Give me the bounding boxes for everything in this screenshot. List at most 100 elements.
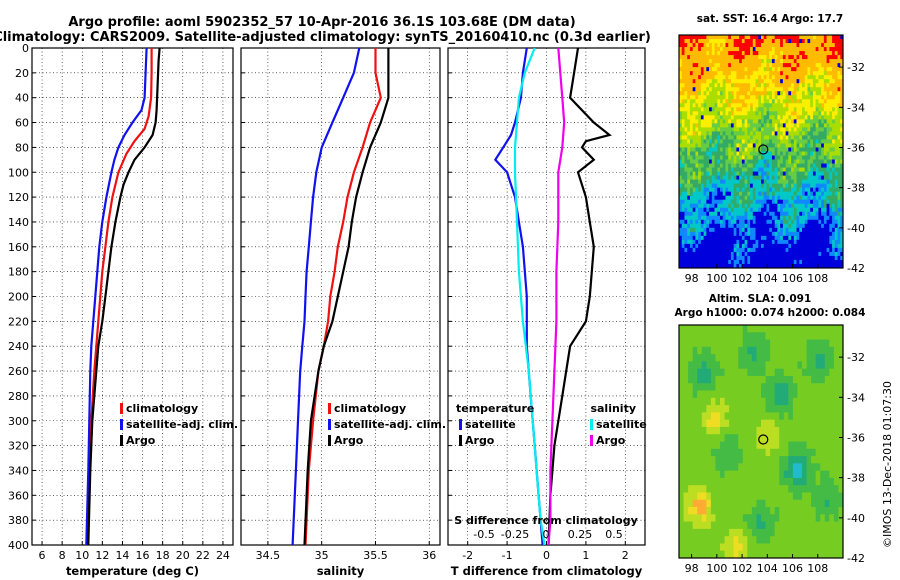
sst-cell	[758, 43, 762, 48]
sst-cell	[755, 239, 759, 245]
sla-cell	[683, 463, 689, 472]
sla-cell	[806, 485, 812, 493]
sst-cell	[782, 63, 786, 68]
sst-cell	[815, 119, 819, 124]
sla-cell	[833, 419, 839, 428]
sst-cell	[714, 119, 718, 124]
sst-cell	[722, 179, 726, 185]
sla-cell	[765, 332, 771, 340]
sst-cell	[771, 263, 776, 269]
sst-cell	[687, 227, 691, 233]
sst-cell	[840, 87, 844, 92]
sla-cell	[738, 550, 744, 559]
sla-cell	[792, 514, 798, 522]
sst-cell	[761, 67, 765, 72]
sst-cell	[785, 63, 789, 68]
sst-cell	[785, 151, 789, 156]
sst-cell	[689, 43, 694, 48]
sla-cell	[770, 419, 776, 428]
sst-cell	[700, 43, 704, 48]
sst-cell	[681, 135, 685, 140]
sst-cell	[747, 255, 751, 261]
sla-cell	[715, 332, 721, 340]
sla-cell	[706, 477, 712, 486]
sla-cell	[751, 354, 757, 362]
sst-cell	[780, 127, 784, 132]
sla-cell	[838, 426, 844, 435]
sst-cell	[823, 231, 827, 237]
sst-cell	[802, 63, 806, 68]
sla-cell	[761, 499, 766, 508]
sst-cell	[711, 67, 715, 72]
sst-cell	[774, 251, 778, 257]
sla-cell	[802, 412, 807, 421]
sla-cell	[679, 405, 684, 413]
sla-cell	[774, 332, 780, 340]
sst-cell	[780, 183, 784, 189]
sla-cell	[802, 383, 807, 391]
sst-cell	[736, 203, 740, 209]
sst-cell	[733, 123, 737, 128]
sst-cell	[692, 127, 696, 132]
sst-cell	[747, 187, 751, 193]
sst-cell	[730, 255, 735, 261]
sst-cell	[689, 251, 694, 257]
sst-cell	[679, 95, 683, 100]
sst-cell	[796, 259, 800, 265]
sla-cell	[742, 383, 748, 391]
sla-cell	[756, 397, 762, 406]
sst-cell	[700, 71, 704, 76]
sst-cell	[796, 79, 800, 84]
sla-cell	[683, 390, 689, 399]
y-tick-label: 380	[8, 514, 29, 527]
sst-cell	[837, 63, 841, 68]
sla-cell	[751, 419, 757, 428]
sst-cell	[785, 155, 789, 160]
sst-cell	[714, 199, 718, 205]
sla-cell	[829, 354, 835, 362]
sla-cell	[774, 456, 780, 464]
sla-cell	[774, 405, 780, 413]
sla-cell	[733, 383, 739, 391]
sst-cell	[771, 107, 776, 112]
sla-cell	[783, 492, 789, 501]
sst-cell	[769, 227, 773, 233]
sst-cell	[785, 123, 789, 128]
sst-cell	[840, 59, 844, 64]
sst-cell	[679, 107, 683, 112]
sst-cell	[698, 227, 702, 233]
sla-cell	[783, 397, 789, 406]
sst-cell	[769, 195, 773, 201]
sst-cell	[725, 119, 729, 124]
sst-cell	[747, 131, 751, 136]
sst-cell	[774, 259, 778, 265]
sst-cell	[829, 135, 833, 140]
sst-cell	[788, 63, 792, 68]
sla-cell	[720, 339, 725, 348]
sst-cell	[692, 211, 696, 217]
y-tick-label: 340	[8, 464, 29, 477]
sla-cell	[802, 550, 807, 559]
sst-cell	[739, 103, 743, 108]
sst-cell	[832, 247, 836, 253]
sst-cell	[799, 71, 803, 76]
sst-cell	[771, 251, 776, 257]
sst-cell	[763, 155, 767, 160]
sla-cell	[788, 405, 794, 413]
sst-cell	[747, 75, 751, 80]
sst-cell	[692, 163, 696, 168]
sst-cell	[728, 227, 732, 233]
legend-label: Argo	[334, 434, 364, 447]
sst-cell	[730, 119, 735, 124]
sst-cell	[695, 43, 699, 48]
sst-cell	[812, 63, 817, 68]
sst-cell	[679, 123, 683, 128]
sst-cell	[728, 167, 732, 172]
sst-cell	[766, 99, 770, 104]
sst-cell	[821, 219, 825, 225]
sst-cell	[733, 155, 737, 160]
sla-cell	[738, 463, 744, 472]
sst-cell	[761, 131, 765, 136]
x-tick-label: 35	[315, 549, 329, 562]
map-y-tick-label: -32	[847, 61, 865, 74]
